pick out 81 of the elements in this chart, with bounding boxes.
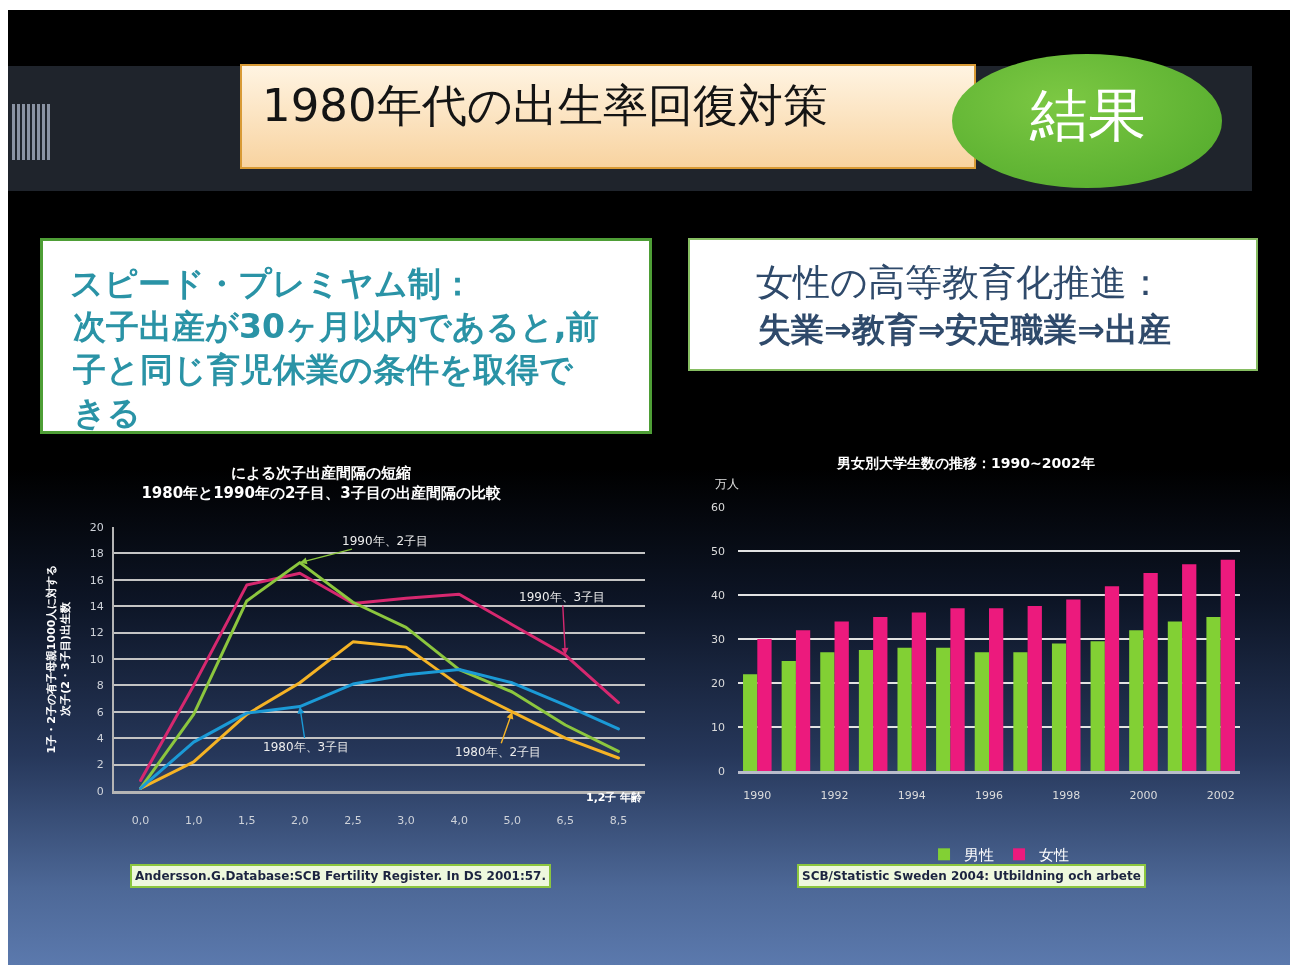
bar	[873, 617, 888, 771]
x-tick-label: 2000	[1129, 789, 1158, 803]
y-tick-label: 10	[89, 652, 104, 666]
bar	[1090, 641, 1105, 771]
y-tick-label: 16	[89, 573, 104, 587]
x-tick-label: 1996	[975, 789, 1003, 803]
bar	[1143, 573, 1158, 771]
y-tick-label: 60	[711, 500, 725, 514]
text: SCB/Statistic Sweden 2004: Utbildning och arbete	[802, 869, 1141, 883]
y-tick-label: 14	[89, 600, 104, 614]
y-axis-title: 万人	[715, 477, 739, 491]
text: 失業⇒教育⇒安定職業⇒出産	[758, 310, 1171, 349]
x-tick-label: 1992	[820, 789, 849, 803]
y-tick-label: 0	[718, 764, 725, 778]
text: 女性の高等教育化推進：	[756, 260, 1164, 304]
bar	[1104, 586, 1120, 771]
series-label: 1980年、2子目	[455, 745, 542, 759]
y-tick-label: 8	[96, 679, 104, 693]
y-tick-label: 40	[711, 588, 725, 602]
x-tick-label: 1994	[897, 789, 926, 803]
x-tick-label: 0,0	[131, 814, 150, 828]
y-tick-label: 4	[96, 732, 104, 746]
x-axis-title: 1,2子 年齢	[586, 791, 644, 804]
text: 次子出産が30ヶ月以内であると,前子と同じ育児休業の条件を取得できる	[72, 307, 600, 432]
bar	[1066, 599, 1081, 771]
text: 1980年、3子目	[263, 740, 350, 754]
y-tick-label: 20	[711, 676, 725, 690]
x-tick-label: 2002	[1206, 789, 1235, 803]
chart-title: 男女別大学生数の推移：1990~2002年	[836, 455, 1095, 472]
y-axis-title: 1子・2子の有子母親1000人に対する次子(2・3子目)出生数	[44, 564, 72, 754]
bar	[858, 650, 874, 771]
x-tick-label: 6,5	[556, 814, 575, 828]
text: 結果	[1029, 81, 1146, 149]
x-tick-label: 2,0	[291, 814, 309, 828]
text: 1990年、2子目	[342, 534, 429, 548]
bar	[1167, 621, 1183, 771]
bar	[820, 652, 835, 771]
x-tick-label: 5,0	[503, 814, 521, 828]
y-tick-label: 20	[89, 520, 104, 534]
bar	[1027, 606, 1042, 771]
x-tick-label: 1998	[1052, 789, 1081, 803]
bar	[950, 608, 965, 771]
x-tick-label: 8,5	[609, 814, 628, 828]
bar	[936, 647, 951, 771]
bar	[743, 674, 758, 771]
y-tick-label: 12	[89, 626, 104, 640]
y-tick-label: 0	[96, 784, 104, 798]
bar	[795, 630, 811, 771]
bar	[757, 639, 772, 771]
y-tick-label: 6	[96, 705, 104, 719]
bar	[989, 608, 1004, 771]
bar	[1220, 559, 1235, 771]
x-tick-label: 1,5	[238, 814, 256, 828]
x-tick-label: 2,5	[344, 814, 362, 828]
y-tick-label: 10	[711, 720, 725, 734]
y-tick-label: 30	[711, 632, 725, 646]
bar	[1206, 617, 1221, 771]
legend-label: 女性	[1039, 846, 1070, 865]
legend-label: 男性	[964, 846, 995, 865]
x-tick-label: 4,0	[450, 814, 468, 828]
text: Andersson.G.Database:SCB Fertility Register. In DS 2001:57.	[135, 869, 546, 883]
bar	[834, 621, 849, 771]
x-tick-label: 1990	[743, 789, 772, 803]
text: スピード・プレミヤム制：	[70, 263, 474, 303]
bar	[897, 647, 912, 771]
bar	[974, 652, 989, 771]
y-tick-label: 50	[711, 544, 725, 558]
x-tick-label: 1,0	[184, 814, 203, 828]
series-label: 1990年、3子目	[519, 590, 606, 604]
chart-title: による次子出産間隔の短縮 1980年と1990年の2子目、3子目の出産間隔の比較	[141, 464, 502, 502]
x-tick-label: 3,0	[397, 814, 415, 828]
y-tick-label: 18	[89, 547, 104, 561]
bar	[1013, 652, 1028, 771]
bar	[911, 612, 927, 771]
bar	[1051, 643, 1067, 771]
bar	[781, 661, 796, 771]
line-series	[139, 668, 620, 790]
bar	[1182, 564, 1197, 771]
bar	[1129, 630, 1144, 771]
y-tick-label: 2	[96, 758, 104, 772]
text: 1980年代の出生率回復対策	[262, 78, 828, 132]
